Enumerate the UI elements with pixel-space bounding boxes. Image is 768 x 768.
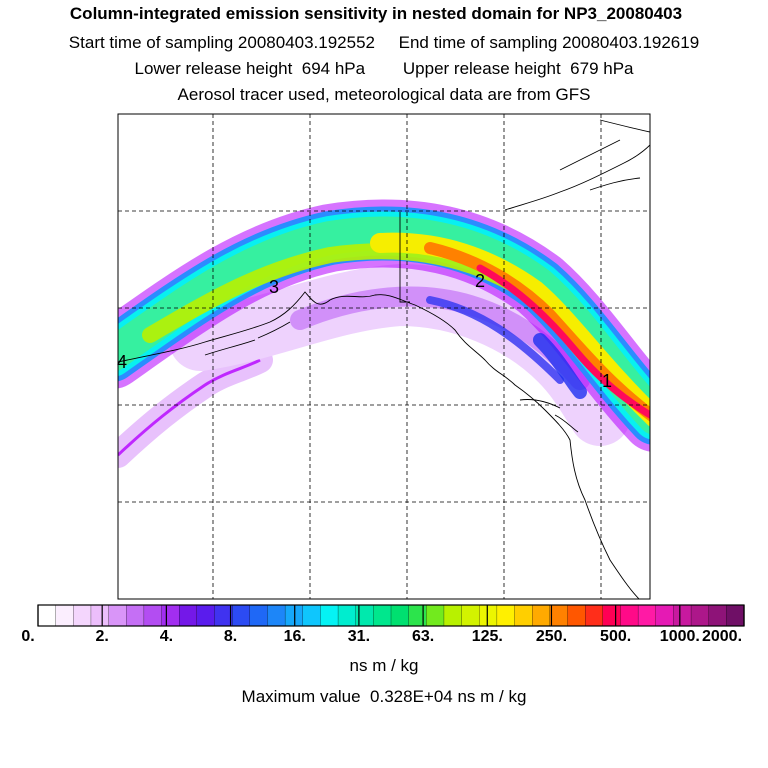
colorbar-swatch bbox=[514, 604, 533, 627]
colorbar-tick-label: 2000. bbox=[701, 628, 743, 645]
maximum-value-text: Maximum value 0.328E+04 ns m / kg bbox=[241, 687, 527, 706]
plume-labels: 1 2 3 4 bbox=[117, 271, 612, 391]
colorbar-tick-label: 8. bbox=[223, 628, 238, 645]
colorbar-swatch bbox=[320, 604, 339, 627]
colorbar-units: ns m / kg bbox=[349, 656, 419, 675]
colorbar-swatch bbox=[585, 604, 604, 627]
map-frame bbox=[117, 113, 651, 600]
colorbar-swatch bbox=[390, 604, 410, 627]
colorbar-swatch bbox=[231, 604, 251, 627]
colorbar-swatch bbox=[655, 604, 674, 627]
colorbar-tick-label: 31. bbox=[347, 628, 371, 645]
coastlines bbox=[118, 119, 650, 599]
colorbar-swatch bbox=[337, 604, 357, 627]
plume-tail-core bbox=[118, 358, 261, 457]
colorbar-tick-label: 4. bbox=[159, 628, 174, 645]
aleutian-chain bbox=[204, 321, 291, 356]
colorbar-swatch bbox=[567, 604, 586, 627]
colorbar-swatch bbox=[637, 604, 657, 627]
colorbar-swatch bbox=[214, 604, 233, 627]
colorbar-tick-label: 250. bbox=[535, 628, 568, 645]
colorbar-swatch bbox=[196, 604, 216, 627]
colorbar-tick-label: 0. bbox=[21, 628, 35, 645]
map-content bbox=[118, 119, 650, 599]
border-alaska-canada bbox=[399, 212, 410, 303]
colorbar-swatch bbox=[602, 604, 621, 627]
plume-orange bbox=[424, 242, 650, 422]
sampling-time-line: Start time of sampling 20080403.192552 E… bbox=[68, 33, 700, 52]
bc-islands bbox=[519, 399, 579, 433]
colorbar-swatch bbox=[126, 604, 145, 627]
colorbar-tick-label: 1000. bbox=[659, 628, 700, 645]
colorbar-swatch bbox=[726, 604, 745, 627]
colorbar-swatch bbox=[549, 604, 569, 627]
colorbar-swatch bbox=[108, 604, 127, 627]
colorbar-swatch bbox=[267, 604, 286, 627]
colorbar-swatch bbox=[708, 604, 727, 627]
plume-label-4: 4 bbox=[117, 352, 127, 372]
plume-label-1: 1 bbox=[602, 371, 612, 391]
plume-core bbox=[476, 264, 650, 420]
colorbar-swatch bbox=[479, 604, 498, 627]
colorbar-swatch bbox=[532, 604, 551, 627]
tracer-info-line: Aerosol tracer used, meteorological data… bbox=[177, 85, 591, 104]
colorbar-tick-label: 500. bbox=[600, 628, 632, 645]
plume-label-2: 2 bbox=[475, 271, 485, 291]
colorbar-tick-label: 2. bbox=[95, 628, 109, 645]
plume-blue-band bbox=[426, 296, 564, 384]
arctic-islands bbox=[559, 119, 650, 191]
mainland-coastline bbox=[118, 291, 640, 599]
colorbar-swatch bbox=[461, 604, 480, 627]
colorbar-swatch bbox=[496, 604, 516, 627]
colorbar-swatch bbox=[373, 604, 392, 627]
plume-blue-spur bbox=[533, 333, 587, 399]
release-height-line: Lower release height 694 hPa Upper relea… bbox=[134, 59, 634, 78]
colorbar-swatch bbox=[673, 604, 692, 627]
arctic-coastline bbox=[504, 144, 650, 211]
colorbar-tick-label: 125. bbox=[471, 628, 503, 645]
colorbar-swatch bbox=[90, 604, 110, 627]
colorbar-swatch bbox=[284, 604, 304, 627]
colorbar-swatch bbox=[302, 604, 321, 627]
colorbar-swatch bbox=[620, 604, 639, 627]
colorbar-swatch bbox=[37, 604, 57, 627]
colorbar-tick-label: 16. bbox=[283, 628, 306, 645]
figure-title: Column-integrated emission sensitivity i… bbox=[69, 4, 683, 23]
colorbar-swatch bbox=[408, 604, 427, 627]
map-gridlines bbox=[118, 114, 650, 599]
colorbar-swatch bbox=[443, 604, 463, 627]
colorbar-swatch bbox=[55, 604, 74, 627]
colorbar-swatch bbox=[690, 604, 710, 627]
colorbar-swatch bbox=[426, 604, 445, 627]
plume-label-3: 3 bbox=[269, 277, 279, 297]
colorbar-swatch bbox=[73, 604, 92, 627]
colorbar-swatch bbox=[161, 604, 180, 627]
colorbar-swatch bbox=[249, 604, 269, 627]
colorbar-swatch bbox=[179, 604, 198, 627]
colorbar-swatch bbox=[143, 604, 163, 627]
colorbar-frame bbox=[37, 604, 745, 627]
colorbar-tick-label: 63. bbox=[411, 628, 435, 645]
colorbar bbox=[37, 604, 745, 627]
